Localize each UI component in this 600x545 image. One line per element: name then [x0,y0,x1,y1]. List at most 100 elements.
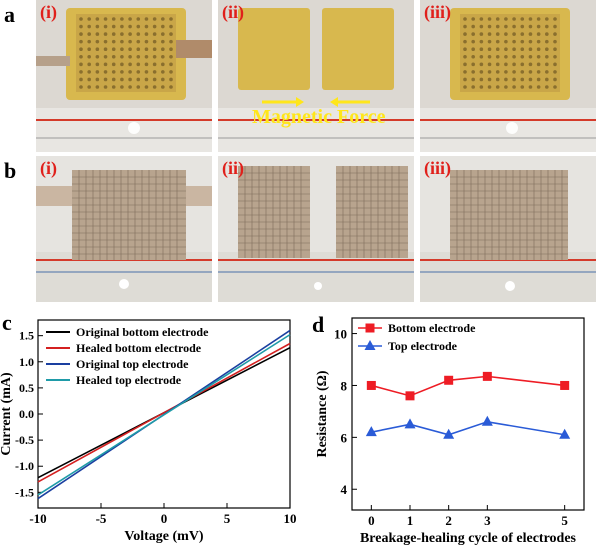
board-dot [136,70,141,74]
board-dot [169,85,173,89]
board-dot [152,47,157,52]
board-dot [479,62,484,67]
board-dot [161,85,165,89]
board-dot [479,47,484,52]
board-dot [128,24,132,29]
board-dot [152,32,157,36]
board-dot [504,62,508,67]
board-dot [504,24,508,29]
board-dot [471,32,475,36]
data-point [444,375,454,385]
board-dot [512,47,516,52]
board-dot [169,62,173,67]
board-dot [487,32,492,36]
board-dot [87,24,91,29]
board-dot [152,24,157,29]
board-dot [161,47,165,52]
legend-label: Original bottom electrode [76,325,209,339]
board-dot [504,54,508,59]
board-dot [161,54,165,59]
board-dot [504,77,508,82]
board-dot [103,70,108,74]
board-dot [161,32,165,36]
board-dot [169,54,173,59]
board-dot [479,17,484,21]
board-dot [144,17,149,21]
board-dot [479,77,484,82]
board-dot [520,17,525,21]
board-dot [520,39,525,44]
data-point [405,391,415,401]
y-tick-label: 6 [341,430,348,445]
board-dot [169,47,173,52]
board-dot [161,77,165,82]
y-axis-title: Resistance (Ω) [315,370,330,457]
board-dot [103,54,108,59]
board-dot [161,24,165,29]
board-dot [545,47,549,52]
board-dot [463,85,467,89]
board-dot [536,47,541,52]
board-dot [471,70,475,74]
board-dot [536,70,541,74]
board-dot [120,54,124,59]
board-dot [87,77,91,82]
board-dot [87,39,91,44]
board-dot [528,24,533,29]
board-dot [528,17,533,21]
board-dot [463,32,467,36]
board-dot [120,70,124,74]
y-tick-label: 0.5 [19,381,34,395]
legend-marker [364,340,376,350]
board-dot [512,17,516,21]
data-point [443,428,455,439]
board-dot [103,77,108,82]
photo-a-ii: (ii) Magnetic Force [218,0,414,152]
board-dot [495,32,500,36]
board-dot [528,70,533,74]
photo-a-iii: (iii) [420,0,596,152]
board-dot [487,17,492,21]
photo-b-iii: (iii) [420,156,596,302]
board-dot [128,54,132,59]
plot-frame [351,317,585,511]
board-dot [463,47,467,52]
data-point [404,418,416,429]
board-dot [479,85,484,89]
board-dot [152,54,157,59]
legend-label: Top electrode [388,339,458,353]
board-dot [136,17,141,21]
board-dot [463,70,467,74]
y-tick-label: 4 [341,482,348,497]
board-dot [512,39,516,44]
board-dot [95,32,100,36]
board-dot [463,62,467,67]
board-dot [528,47,533,52]
board-dot [520,70,525,74]
series-line [37,342,291,483]
chart-iv-curves: -10 -5 0 5 10 -1.5 -1.0 -0.5 0.0 0.5 1.0 1.5 Voltage… [0,319,297,544]
y-tick-label: -1.0 [15,459,34,473]
board-dot [103,62,108,67]
x-tick-label: -5 [96,511,107,526]
board-dot [103,47,108,52]
board-dot [136,54,141,59]
board-dot [479,54,484,59]
magnetic-force-label: Magnetic Force [252,106,386,128]
board-dot [479,32,484,36]
board-dot [545,32,549,36]
data-point [560,380,570,390]
board-dot [87,62,91,67]
board-dot [79,85,83,89]
board-dot [128,70,132,74]
x-tick-label: 5 [561,513,568,528]
board-dot [79,32,83,36]
legend-label: Healed top electrode [76,373,182,387]
legend-label: Bottom electrode [388,321,476,335]
board-dot [463,54,467,59]
board-dot [144,70,149,74]
board-dot [128,47,132,52]
board-dot [520,85,525,89]
board-dot [512,24,516,29]
board-dot [487,24,492,29]
